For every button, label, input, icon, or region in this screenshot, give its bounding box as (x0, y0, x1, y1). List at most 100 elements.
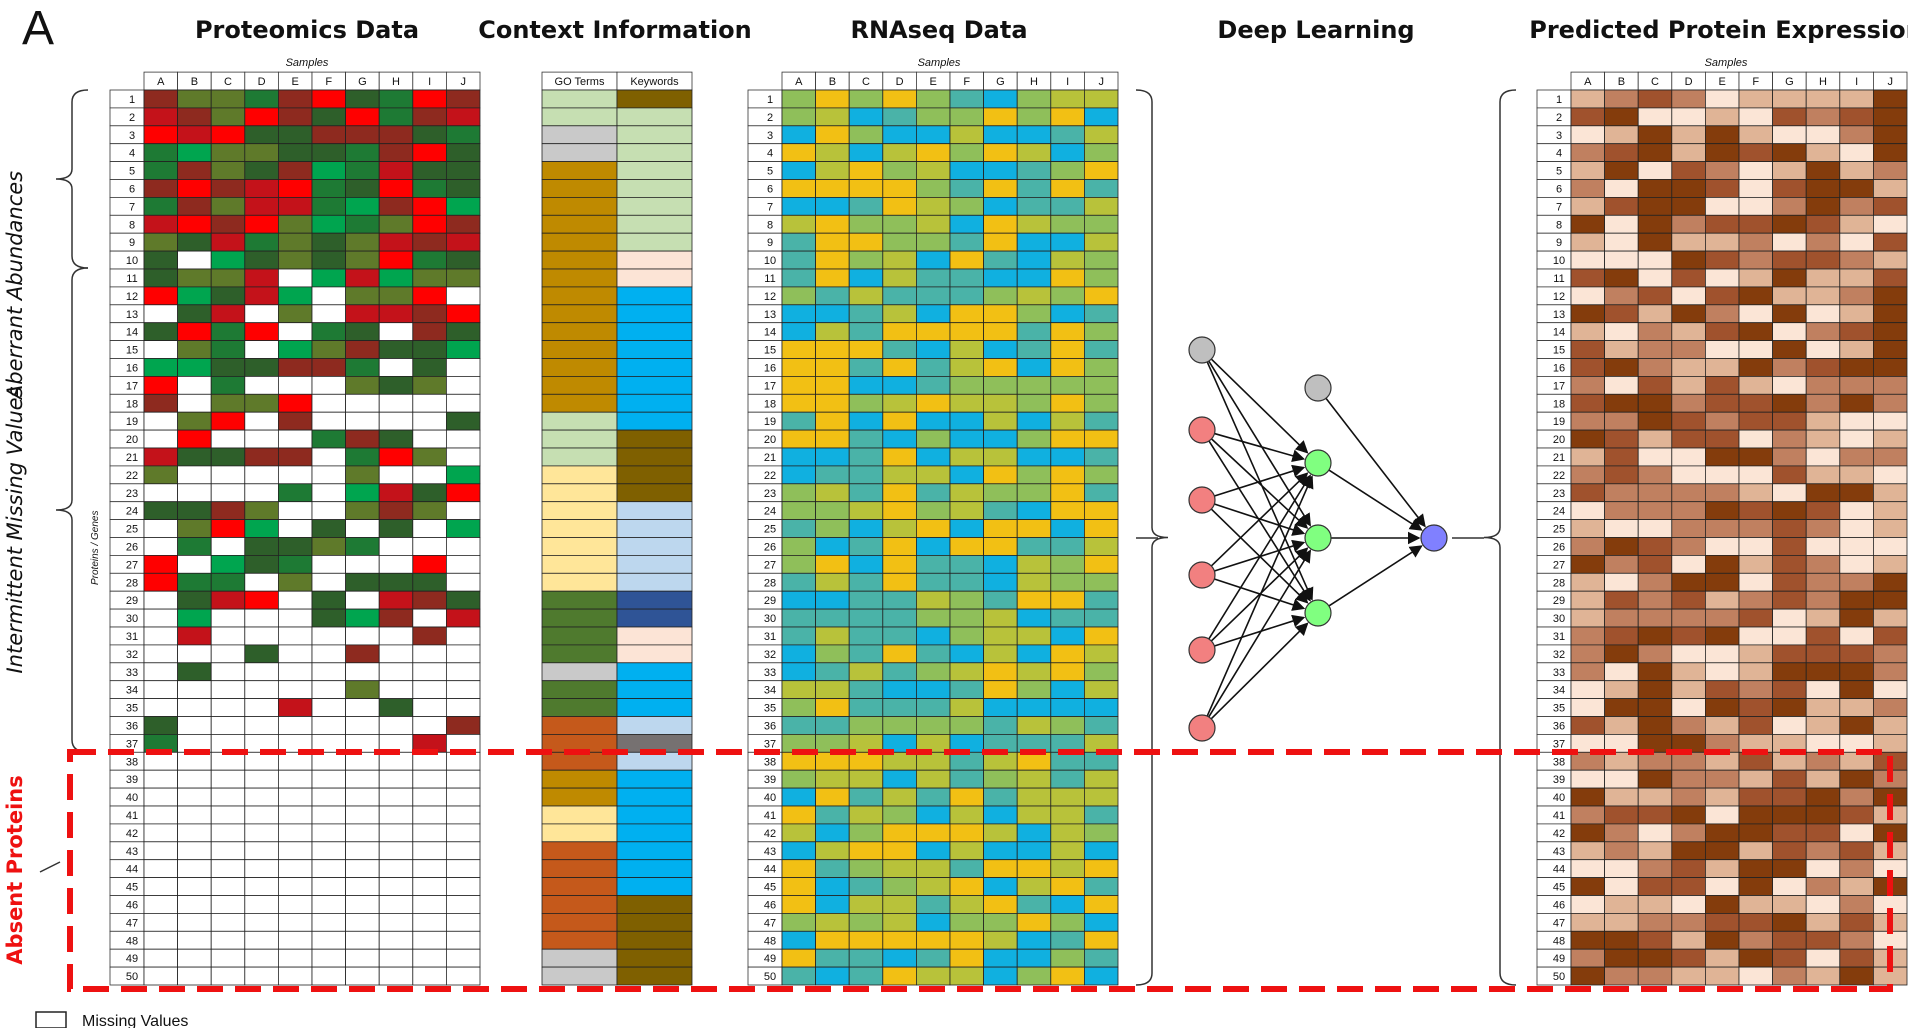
proteomics-cell (244, 966, 279, 986)
predicted-cell (1805, 913, 1841, 932)
predicted-cell (1805, 340, 1841, 359)
predicted-cell (1705, 930, 1740, 950)
rnaseq-cell (1084, 358, 1119, 377)
proteomics-rownum-cell (109, 143, 145, 162)
proteomics-cell (210, 250, 246, 270)
predicted-cell (1671, 608, 1706, 628)
predicted-cell (1738, 358, 1773, 377)
proteomics-cell (445, 304, 481, 324)
rnaseq-cell (781, 286, 816, 306)
proteomics-cell (345, 214, 380, 234)
proteomics-cell (378, 966, 414, 986)
rnaseq-cell (882, 966, 917, 986)
proteomics-cell (445, 644, 481, 664)
predicted-cell (1738, 769, 1773, 789)
rnaseq-cell (848, 859, 884, 879)
rnaseq-cell (983, 823, 1018, 843)
proteomics-cell (378, 519, 414, 538)
proteomics-cell (311, 286, 346, 306)
predicted-cell (1671, 375, 1706, 395)
predicted-cell (1604, 859, 1639, 879)
rnaseq-cell (848, 196, 884, 216)
hidden-node (1304, 524, 1332, 552)
proteomics-cell (143, 447, 178, 467)
proteomics-rownum-cell (109, 196, 145, 216)
proteomics-cell (378, 555, 414, 574)
predicted-cell (1671, 787, 1706, 807)
rnaseq-cell (781, 125, 816, 145)
rnaseq-cell (983, 698, 1018, 717)
rnaseq-cell (781, 519, 816, 538)
keyword-cell (616, 716, 693, 735)
predicted-cell (1705, 196, 1740, 216)
rnaseq-cell (815, 787, 850, 807)
rnaseq-cell (1016, 286, 1052, 306)
rnaseq-cell (781, 930, 816, 950)
predicted-cell (1738, 179, 1773, 198)
proteomics-cell (177, 662, 212, 682)
predicted-cell (1637, 429, 1673, 449)
go-term-cell (541, 232, 618, 252)
proteomics-cell (445, 125, 481, 145)
proteomics-cell (143, 823, 178, 843)
proteomics-rownum: 22 (126, 470, 138, 482)
rnaseq-cell (1050, 769, 1085, 789)
proteomics-cell (378, 501, 414, 521)
proteomics-cell (311, 841, 346, 861)
predicted-cell (1671, 537, 1706, 556)
proteomics-cell (143, 590, 178, 610)
keyword-cell (616, 411, 693, 431)
predicted-cell (1839, 590, 1874, 610)
predicted-rownum: 33 (1553, 667, 1565, 679)
proteomics-cell (177, 232, 212, 252)
proteomics-cell (345, 161, 380, 180)
proteomics-cell (445, 447, 481, 467)
predicted-rownum: 5 (1556, 166, 1562, 178)
proteomics-cell (143, 143, 178, 162)
proteomics-rownum: 24 (126, 506, 138, 518)
rnaseq-rownum: 36 (764, 721, 776, 733)
proteomics-cell (210, 698, 246, 717)
rnaseq-cell (983, 411, 1018, 431)
rnaseq-cell (815, 805, 850, 825)
predicted-cell (1705, 465, 1740, 485)
proteomics-cell (345, 196, 380, 216)
proteomics-cell (210, 375, 246, 395)
input-node (1188, 636, 1216, 664)
rnaseq-cell (815, 483, 850, 503)
proteomics-cell (345, 483, 380, 503)
predicted-cell (1839, 966, 1874, 986)
predicted-rownum: 16 (1553, 363, 1565, 375)
keyword-cell (616, 572, 693, 592)
predicted-cell (1805, 161, 1841, 180)
predicted-cell (1637, 375, 1673, 395)
predicted-cell (1738, 913, 1773, 932)
rnaseq-cell (882, 411, 917, 431)
predicted-cell (1637, 196, 1673, 216)
title-proteomics: Proteomics Data (195, 16, 419, 44)
predicted-cell (1637, 447, 1673, 467)
predicted-rownum: 30 (1553, 613, 1565, 625)
predicted-cell (1705, 966, 1740, 986)
proteomics-cell (244, 913, 279, 932)
predicted-cell (1805, 537, 1841, 556)
rnaseq-cell (916, 483, 951, 503)
proteomics-rownum: 13 (126, 309, 138, 321)
proteomics-cell (277, 877, 313, 896)
rnaseq-cell (1050, 179, 1085, 198)
go-term-cell (541, 590, 618, 610)
rnaseq-cell (949, 375, 984, 395)
predicted-cell (1570, 340, 1605, 359)
proteomics-rownum: 47 (126, 917, 138, 929)
proteomics-rownum: 33 (126, 667, 138, 679)
predicted-cell (1738, 877, 1773, 896)
predicted-cell (1738, 805, 1773, 825)
keyword-cell (616, 537, 693, 556)
proteomics-cell (244, 948, 279, 968)
rnaseq-cell (1016, 680, 1052, 700)
rnaseq-rownum: 43 (764, 846, 776, 858)
proteomics-cell (345, 841, 380, 861)
rnaseq-cell (848, 358, 884, 377)
proteomics-cell (143, 465, 178, 485)
proteomics-cell (311, 644, 346, 664)
